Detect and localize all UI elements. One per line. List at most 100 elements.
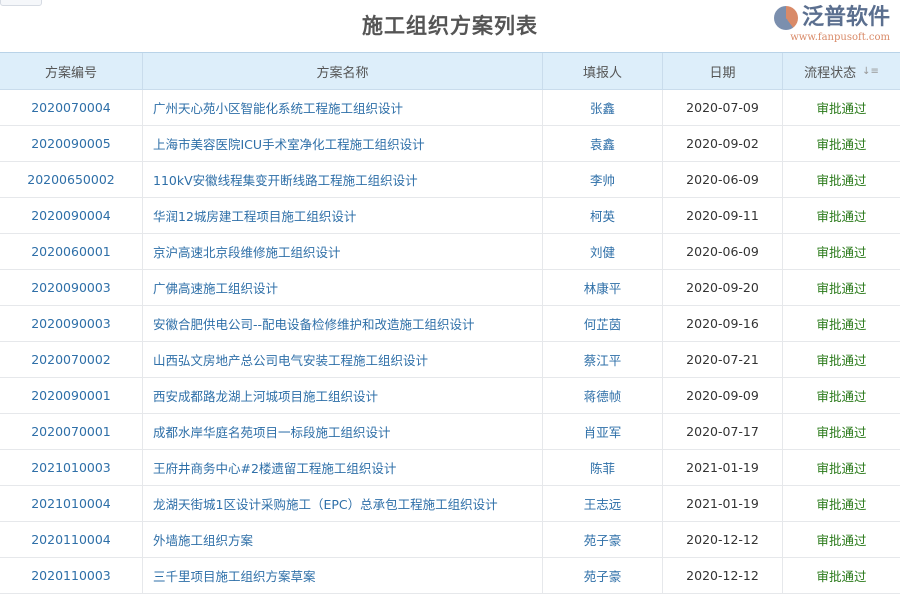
column-header-status-label: 流程状态	[804, 65, 857, 81]
table-row[interactable]: 2020090003 广佛高速施工组织设计 林康平 2020-09-20 审批通过	[0, 270, 900, 306]
reporter-cell: 柯英	[543, 198, 663, 233]
reporter-cell: 林康平	[543, 270, 663, 305]
reporter-cell: 苑子豪	[543, 522, 663, 557]
status-cell: 审批通过	[816, 461, 867, 476]
date-cell: 2020-07-21	[663, 342, 783, 377]
status-cell: 审批通过	[816, 209, 867, 224]
column-header-reporter[interactable]: 填报人	[543, 53, 663, 89]
plan-id-cell[interactable]: 2020090001	[0, 378, 143, 413]
reporter-cell: 苑子豪	[543, 558, 663, 593]
reporter-cell: 蔡江平	[543, 342, 663, 377]
sort-icon[interactable]: ↓≡	[862, 65, 879, 77]
status-cell: 审批通过	[816, 281, 867, 296]
top-button[interactable]	[0, 0, 42, 6]
plan-id-cell[interactable]: 2020070002	[0, 342, 143, 377]
date-cell: 2021-01-19	[663, 486, 783, 521]
table-row[interactable]: 2021010003 王府井商务中心#2楼遗留工程施工组织设计 陈菲 2021-01-…	[0, 450, 900, 486]
plan-name-cell[interactable]: 上海市美容医院ICU手术室净化工程施工组织设计	[143, 126, 543, 161]
status-cell: 审批通过	[816, 137, 867, 152]
table-row[interactable]: 2020070004 广州天心苑小区智能化系统工程施工组织设计 张鑫 2020-07-…	[0, 90, 900, 126]
date-cell: 2020-12-12	[663, 558, 783, 593]
plan-id-cell[interactable]: 2020070001	[0, 414, 143, 449]
date-cell: 2020-06-09	[663, 234, 783, 269]
plan-id-cell[interactable]: 20200650002	[0, 162, 143, 197]
logo-name: 泛普软件	[801, 5, 890, 30]
logo-icon	[773, 6, 798, 30]
reporter-cell: 袁鑫	[543, 126, 663, 161]
date-cell: 2020-12-12	[663, 522, 783, 557]
plan-id-cell[interactable]: 2020060001	[0, 234, 143, 269]
plan-name-cell[interactable]: 龙湖天街城1区设计采购施工（EPC）总承包工程施工组织设计	[143, 486, 543, 521]
date-cell: 2020-07-09	[663, 90, 783, 125]
watermark-logo: 泛普软件 www.fanpusoft.com	[773, 4, 890, 44]
table-row[interactable]: 20200650002 110kV安徽线程集变开断线路工程施工组织设计 李帅 2020…	[0, 162, 900, 198]
plan-name-cell[interactable]: 京沪高速北京段维修施工组织设计	[143, 234, 543, 269]
table-row[interactable]: 2021010004 龙湖天街城1区设计采购施工（EPC）总承包工程施工组织设计王…	[0, 486, 900, 522]
status-cell: 审批通过	[816, 497, 867, 512]
table-body: 2020070004 广州天心苑小区智能化系统工程施工组织设计 张鑫 2020-07-…	[0, 90, 900, 594]
plan-id-cell[interactable]: 2020090003	[0, 270, 143, 305]
table-row[interactable]: 2020060001 京沪高速北京段维修施工组织设计 刘健 2020-06-09 审批通…	[0, 234, 900, 270]
status-cell: 审批通过	[816, 533, 867, 548]
page-title: 施工组织方案列表	[362, 14, 538, 38]
logo-url: www.fanpusoft.com	[790, 32, 890, 43]
table-row[interactable]: 2020070001 成都水岸华庭名苑项目一标段施工组织设计 肖亚军 2020-07-…	[0, 414, 900, 450]
reporter-cell: 蒋德帧	[543, 378, 663, 413]
reporter-cell: 王志远	[543, 486, 663, 521]
column-header-id[interactable]: 方案编号	[0, 53, 143, 89]
plan-name-cell[interactable]: 外墙施工组织方案	[143, 522, 543, 557]
plan-name-cell[interactable]: 西安成都路龙湖上河城项目施工组织设计	[143, 378, 543, 413]
table-row[interactable]: 2020090003 安徽合肥供电公司--配电设备检修维护和改造施工组织设计 何芷茵…	[0, 306, 900, 342]
reporter-cell: 刘健	[543, 234, 663, 269]
plan-name-cell[interactable]: 华润12城房建工程项目施工组织设计	[143, 198, 543, 233]
status-cell: 审批通过	[816, 173, 867, 188]
table-row[interactable]: 2020090004 华润12城房建工程项目施工组织设计 柯英 2020-09-11 审…	[0, 198, 900, 234]
plan-id-cell[interactable]: 2020070004	[0, 90, 143, 125]
plan-id-cell[interactable]: 2020090003	[0, 306, 143, 341]
reporter-cell: 肖亚军	[543, 414, 663, 449]
column-header-name[interactable]: 方案名称	[143, 53, 543, 89]
plan-id-cell[interactable]: 2021010003	[0, 450, 143, 485]
table-header: 方案编号 方案名称 填报人 日期 流程状态 ↓≡	[0, 52, 900, 90]
table-row[interactable]: 2020070002 山西弘文房地产总公司电气安装工程施工组织设计 蔡江平 2020-…	[0, 342, 900, 378]
reporter-cell: 陈菲	[543, 450, 663, 485]
column-header-date[interactable]: 日期	[663, 53, 783, 89]
plan-id-cell[interactable]: 2020090004	[0, 198, 143, 233]
plan-name-cell[interactable]: 110kV安徽线程集变开断线路工程施工组织设计	[143, 162, 543, 197]
date-cell: 2020-06-09	[663, 162, 783, 197]
date-cell: 2020-09-16	[663, 306, 783, 341]
plan-name-cell[interactable]: 王府井商务中心#2楼遗留工程施工组织设计	[143, 450, 543, 485]
plan-table: 方案编号 方案名称 填报人 日期 流程状态 ↓≡ 2020070004 广州天心苑小…	[0, 52, 900, 594]
status-cell: 审批通过	[816, 353, 867, 368]
status-cell: 审批通过	[816, 389, 867, 404]
table-row[interactable]: 2020110004 外墙施工组织方案 苑子豪 2020-12-12 审批通过	[0, 522, 900, 558]
reporter-cell: 张鑫	[543, 90, 663, 125]
reporter-cell: 李帅	[543, 162, 663, 197]
plan-name-cell[interactable]: 三千里项目施工组织方案草案	[143, 558, 543, 593]
plan-name-cell[interactable]: 成都水岸华庭名苑项目一标段施工组织设计	[143, 414, 543, 449]
status-cell: 审批通过	[816, 569, 867, 584]
table-row[interactable]: 2020090001 西安成都路龙湖上河城项目施工组织设计 蒋德帧 2020-09-0…	[0, 378, 900, 414]
plan-name-cell[interactable]: 安徽合肥供电公司--配电设备检修维护和改造施工组织设计	[143, 306, 543, 341]
plan-id-cell[interactable]: 2020110003	[0, 558, 143, 593]
column-header-status[interactable]: 流程状态 ↓≡	[783, 53, 900, 89]
date-cell: 2020-07-17	[663, 414, 783, 449]
date-cell: 2020-09-09	[663, 378, 783, 413]
plan-name-cell[interactable]: 广州天心苑小区智能化系统工程施工组织设计	[143, 90, 543, 125]
plan-name-cell[interactable]: 广佛高速施工组织设计	[143, 270, 543, 305]
plan-id-cell[interactable]: 2020090005	[0, 126, 143, 161]
plan-name-cell[interactable]: 山西弘文房地产总公司电气安装工程施工组织设计	[143, 342, 543, 377]
reporter-cell: 何芷茵	[543, 306, 663, 341]
status-cell: 审批通过	[816, 317, 867, 332]
status-cell: 审批通过	[816, 245, 867, 260]
date-cell: 2021-01-19	[663, 450, 783, 485]
table-row[interactable]: 2020090005 上海市美容医院ICU手术室净化工程施工组织设计 袁鑫 2020-…	[0, 126, 900, 162]
plan-id-cell[interactable]: 2020110004	[0, 522, 143, 557]
date-cell: 2020-09-11	[663, 198, 783, 233]
status-cell: 审批通过	[816, 425, 867, 440]
plan-id-cell[interactable]: 2021010004	[0, 486, 143, 521]
date-cell: 2020-09-02	[663, 126, 783, 161]
date-cell: 2020-09-20	[663, 270, 783, 305]
table-row[interactable]: 2020110003 三千里项目施工组织方案草案 苑子豪 2020-12-12 审批通过	[0, 558, 900, 594]
status-cell: 审批通过	[816, 101, 867, 116]
